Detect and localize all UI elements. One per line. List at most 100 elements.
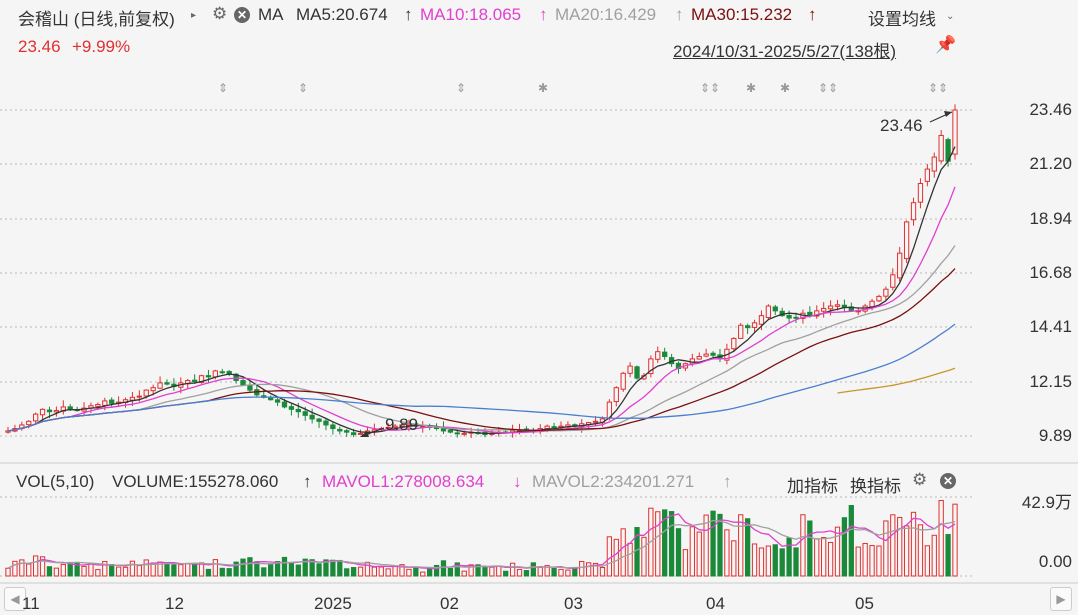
- volume-bar: [39, 556, 46, 577]
- volume-bar: [786, 537, 792, 577]
- scroll-right-button[interactable]: ▶: [1050, 587, 1072, 611]
- candle-body: [399, 424, 405, 427]
- candle-body: [247, 384, 253, 391]
- volume-bar: [420, 571, 426, 577]
- pin-icon[interactable]: 📌: [935, 35, 957, 54]
- add-indicator-button[interactable]: 加指标: [787, 477, 838, 496]
- volume-bar: [924, 545, 930, 577]
- candle-body: [274, 399, 281, 403]
- candle-body: [350, 432, 357, 436]
- volume-bar: [613, 538, 619, 577]
- volume-bar: [364, 561, 371, 577]
- volume-gear-icon[interactable]: ⚙: [912, 470, 928, 489]
- price-grid: [0, 109, 972, 437]
- volume-bar: [945, 534, 951, 577]
- volume-bar: [427, 567, 433, 577]
- candle-body: [772, 306, 778, 312]
- candle-body: [385, 426, 391, 429]
- scroll-left-button[interactable]: ◀: [4, 587, 26, 611]
- price-axis-label: 16.68: [1029, 263, 1072, 282]
- candle-body: [191, 379, 198, 383]
- volume-bar: [81, 565, 87, 577]
- volume-close-icon[interactable]: ✕: [940, 473, 956, 489]
- close-icon[interactable]: ✕: [234, 7, 250, 23]
- stock-title[interactable]: 会稽山 (日线,前复权): [18, 10, 175, 29]
- volume-bar: [703, 514, 709, 577]
- candle-body: [39, 408, 46, 416]
- candle-body: [890, 274, 896, 288]
- volume-bar: [537, 566, 543, 577]
- volume-bars-group: [5, 499, 958, 577]
- volume-bar: [585, 562, 592, 577]
- x-axis-label: 2025: [314, 594, 352, 613]
- candle-body: [627, 365, 633, 374]
- volume-bar: [544, 565, 550, 577]
- volume-bar: [309, 559, 315, 577]
- volume-bar: [205, 568, 212, 577]
- ma20-line: [7, 245, 956, 432]
- volume-bar: [821, 537, 827, 577]
- ma-settings-button[interactable]: 设置均线: [868, 10, 936, 29]
- title-dropdown-icon[interactable]: ▸: [191, 10, 197, 21]
- volume-bar: [551, 567, 557, 577]
- volume-bar: [399, 564, 405, 577]
- ma10-line: [7, 186, 956, 434]
- volume-bar: [461, 570, 467, 577]
- volume-bar: [268, 563, 274, 577]
- volume-bar: [592, 562, 599, 577]
- volume-bar: [53, 567, 60, 577]
- ma30-value: MA30:15.232: [691, 5, 793, 24]
- volume-bar: [171, 564, 177, 577]
- volume-bar: [744, 518, 751, 577]
- vol-label: VOL(5,10): [16, 472, 95, 491]
- candle-body: [793, 316, 799, 319]
- volume-bar: [841, 517, 848, 577]
- switch-indicator-button[interactable]: 换指标: [850, 477, 901, 496]
- ma120-line: [837, 367, 956, 394]
- ma10-value: MA10:18.065: [420, 5, 522, 24]
- candle-body: [751, 322, 758, 328]
- candle-body: [807, 311, 813, 317]
- candle-body: [710, 352, 716, 356]
- settings-chevron-down-icon[interactable]: ⌄: [946, 11, 955, 22]
- volume-bar: [129, 560, 136, 577]
- date-range[interactable]: 2024/10/31-2025/5/27(138根): [673, 42, 897, 61]
- volume-ma-group: [7, 513, 956, 570]
- candle-body: [447, 429, 454, 433]
- volume-bar: [765, 545, 772, 577]
- volume-bar: [855, 546, 861, 577]
- svg-text:⇕: ⇕: [298, 81, 308, 95]
- gear-icon[interactable]: ⚙: [212, 4, 228, 23]
- candle-body: [551, 426, 557, 429]
- volume-bar: [662, 509, 668, 577]
- volume-bar: [212, 559, 219, 577]
- price-axis-label: 23.46: [1029, 100, 1072, 119]
- ma30-arrow: ↑: [808, 5, 817, 24]
- volume-bar: [46, 566, 53, 577]
- ma5-value: MA5:20.674: [296, 5, 388, 24]
- volume-bar: [751, 543, 758, 577]
- candle-body: [219, 371, 225, 374]
- price-axis-label: 9.89: [1038, 426, 1072, 445]
- volume-bar: [233, 561, 239, 577]
- volume-bar: [433, 564, 440, 577]
- candle-body: [731, 337, 737, 350]
- volume-bar: [717, 513, 723, 577]
- volume-bar: [178, 564, 184, 577]
- volume-bar: [862, 542, 868, 577]
- x-axis-label: 12: [165, 594, 184, 613]
- candle-body: [344, 430, 350, 433]
- price-axis-label: 14.41: [1029, 317, 1072, 336]
- svg-text:⇕⇕: ⇕⇕: [700, 81, 720, 95]
- volume-bar: [917, 524, 924, 577]
- candle-body: [634, 366, 640, 379]
- svg-text:✱: ✱: [780, 81, 790, 95]
- ma-lines-group: [7, 146, 956, 435]
- volume-bar: [392, 565, 398, 577]
- volume-bar: [191, 563, 198, 577]
- candle-body: [337, 428, 343, 432]
- candle-body: [33, 413, 39, 422]
- volume-arrow: ↑: [303, 472, 312, 491]
- volume-bar: [406, 568, 412, 577]
- low-annotation-label: 9.89: [385, 415, 419, 434]
